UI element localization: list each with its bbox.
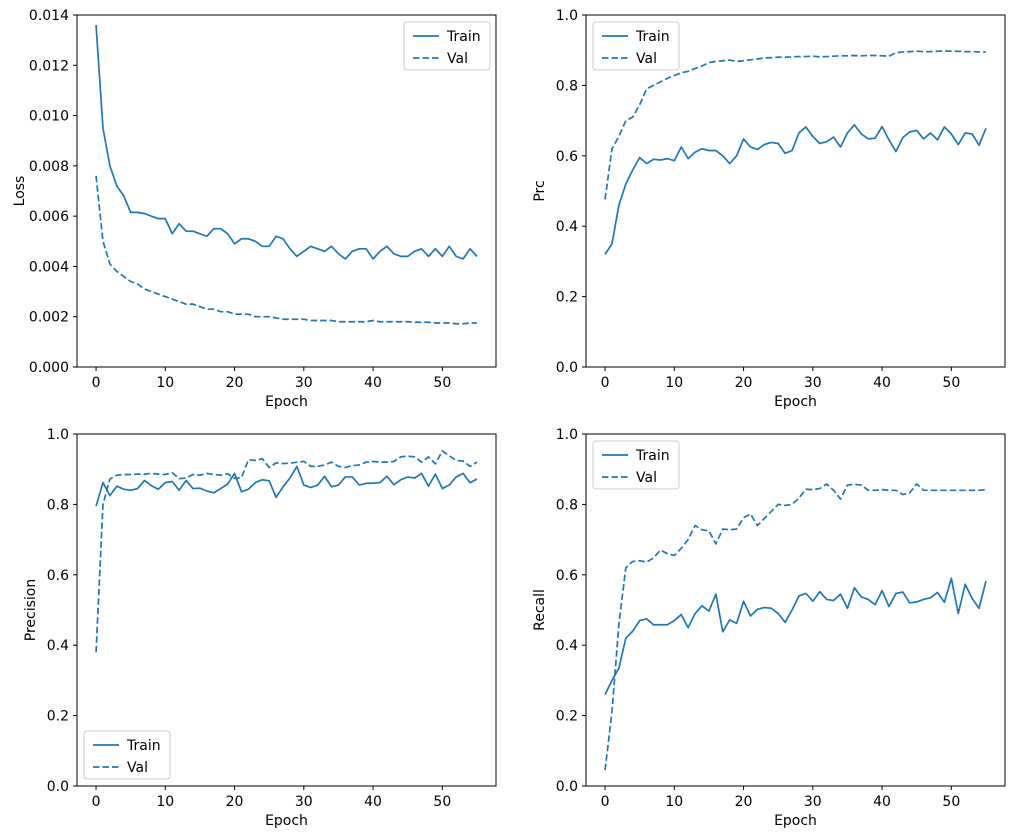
x-tick-label: 40: [873, 794, 891, 810]
recall-chart: 0 10 20 30 40 50 Epoch 0.0 0.2 0.4 0.6 0.8 1.0 Recall…: [532, 427, 1006, 829]
y-tick-label: 0.2: [556, 290, 578, 306]
y-tick-label: 0.6: [47, 568, 69, 584]
x-tick-label: 30: [804, 375, 822, 391]
precision-chart-cell: 0 10 20 30 40 50 Epoch 0.0 0.2 0.4 0.6 0.8 1.0 Precis…: [0, 419, 509, 838]
x-tick-label: 0: [92, 375, 101, 391]
legend: Train Val: [403, 21, 491, 71]
legend-train-label: Train: [446, 29, 481, 45]
y-tick-label: 1.0: [556, 427, 578, 443]
x-tick-label: 50: [433, 794, 451, 810]
train-line: [604, 577, 987, 695]
legend-val-label: Val: [127, 760, 148, 776]
x-axis: 0 10 20 30 40 50 Epoch: [92, 786, 451, 829]
y-axis: 0.0 0.2 0.4 0.6 0.8 1.0 Prc: [532, 8, 586, 376]
legend: Train Val: [83, 730, 171, 780]
axes-frame: [585, 14, 1006, 368]
y-axis: 0.0 0.2 0.4 0.6 0.8 1.0 Recall: [532, 427, 586, 795]
x-axis: 0 10 20 30 40 50 Epoch: [601, 786, 960, 829]
y-tick-label: 1.0: [47, 427, 69, 443]
legend-val-label: Val: [636, 51, 657, 67]
loss-chart-cell: 0 10 20 30 40 50 Epoch 0.000 0.002 0.004 0.006 0.00…: [0, 0, 509, 419]
val-line: [95, 175, 477, 325]
precision-chart: 0 10 20 30 40 50 Epoch 0.0 0.2 0.4 0.6 0.8 1.0 Precis…: [23, 427, 497, 829]
x-tick-label: 40: [364, 375, 382, 391]
y-tick-label: 0.8: [556, 497, 578, 513]
y-tick-label: 0.004: [29, 259, 69, 275]
y-tick-label: 0.2: [47, 709, 69, 725]
val-line: [604, 50, 986, 200]
x-tick-label: 20: [735, 794, 753, 810]
x-axis: 0 10 20 30 40 50 Epoch: [92, 367, 451, 410]
prc-chart-cell: 0 10 20 30 40 50 Epoch 0.0 0.2 0.4 0.6 0.8 1.0 Prc Tra…: [509, 0, 1018, 419]
x-tick-label: 20: [226, 794, 244, 810]
y-tick-label: 0.012: [29, 58, 69, 74]
y-axis-label: Prc: [532, 180, 548, 201]
x-tick-label: 10: [156, 794, 174, 810]
x-tick-label: 50: [433, 375, 451, 391]
legend-val-label: Val: [447, 51, 468, 67]
axes-frame: [76, 433, 497, 787]
legend: Train Val: [592, 21, 680, 71]
recall-chart-cell: 0 10 20 30 40 50 Epoch 0.0 0.2 0.4 0.6 0.8 1.0 Recall…: [509, 419, 1018, 838]
x-axis: 0 10 20 30 40 50 Epoch: [601, 367, 960, 410]
val-line: [604, 483, 987, 771]
x-tick-label: 10: [665, 794, 683, 810]
y-tick-label: 0.010: [29, 109, 69, 125]
x-tick-label: 50: [942, 375, 960, 391]
y-tick-label: 0.8: [47, 497, 69, 513]
y-axis-label: Loss: [12, 176, 28, 207]
y-tick-label: 0.4: [556, 638, 578, 654]
y-axis-label: Precision: [23, 579, 39, 641]
val-line: [95, 450, 478, 653]
axes-frame: [76, 14, 497, 368]
x-tick-label: 0: [601, 794, 610, 810]
legend-val-label: Val: [636, 470, 657, 486]
legend: Train Val: [592, 440, 680, 490]
y-tick-label: 0.008: [29, 159, 69, 175]
x-tick-label: 40: [873, 375, 891, 391]
x-tick-label: 0: [601, 375, 610, 391]
y-axis-label: Recall: [532, 589, 548, 631]
x-tick-label: 20: [735, 375, 753, 391]
prc-chart: 0 10 20 30 40 50 Epoch 0.0 0.2 0.4 0.6 0.8 1.0 Prc Tra…: [532, 8, 1006, 410]
x-tick-label: 30: [295, 375, 313, 391]
y-axis: 0.0 0.2 0.4 0.6 0.8 1.0 Precision: [23, 427, 77, 795]
legend-train-label: Train: [635, 448, 670, 464]
y-tick-label: 0.0: [556, 360, 578, 376]
y-tick-label: 0.2: [556, 709, 578, 725]
train-line: [95, 25, 478, 260]
y-tick-label: 0.6: [556, 568, 578, 584]
y-tick-label: 0.000: [29, 360, 69, 376]
y-tick-label: 0.002: [29, 310, 69, 326]
y-tick-label: 0.6: [556, 149, 578, 165]
y-tick-label: 0.006: [29, 209, 69, 225]
x-tick-label: 30: [804, 794, 822, 810]
y-tick-label: 0.0: [556, 779, 578, 795]
y-axis: 0.000 0.002 0.004 0.006 0.008 0.010 0.012 0.014…: [12, 8, 77, 376]
x-axis-label: Epoch: [774, 394, 817, 410]
x-tick-label: 10: [156, 375, 174, 391]
train-line: [95, 465, 478, 507]
axes-frame: [585, 433, 1006, 787]
x-tick-label: 50: [942, 794, 960, 810]
x-axis-label: Epoch: [774, 813, 817, 829]
x-axis-label: Epoch: [265, 394, 308, 410]
x-tick-label: 0: [92, 794, 101, 810]
y-tick-label: 0.8: [556, 78, 578, 94]
y-tick-label: 1.0: [556, 8, 578, 24]
y-tick-label: 0.4: [556, 219, 578, 235]
x-tick-label: 20: [226, 375, 244, 391]
y-tick-label: 0.0: [47, 779, 69, 795]
x-tick-label: 40: [364, 794, 382, 810]
loss-chart: 0 10 20 30 40 50Epoch0.0000.0020.0040.0060.00…: [12, 8, 497, 410]
y-tick-label: 0.014: [29, 8, 69, 24]
x-axis-label: Epoch: [265, 813, 308, 829]
y-tick-label: 0.4: [47, 638, 69, 654]
legend-train-label: Train: [126, 738, 161, 754]
legend-train-label: Train: [635, 29, 670, 45]
x-tick-label: 30: [295, 794, 313, 810]
x-tick-label: 10: [665, 375, 683, 391]
train-line: [604, 123, 987, 255]
